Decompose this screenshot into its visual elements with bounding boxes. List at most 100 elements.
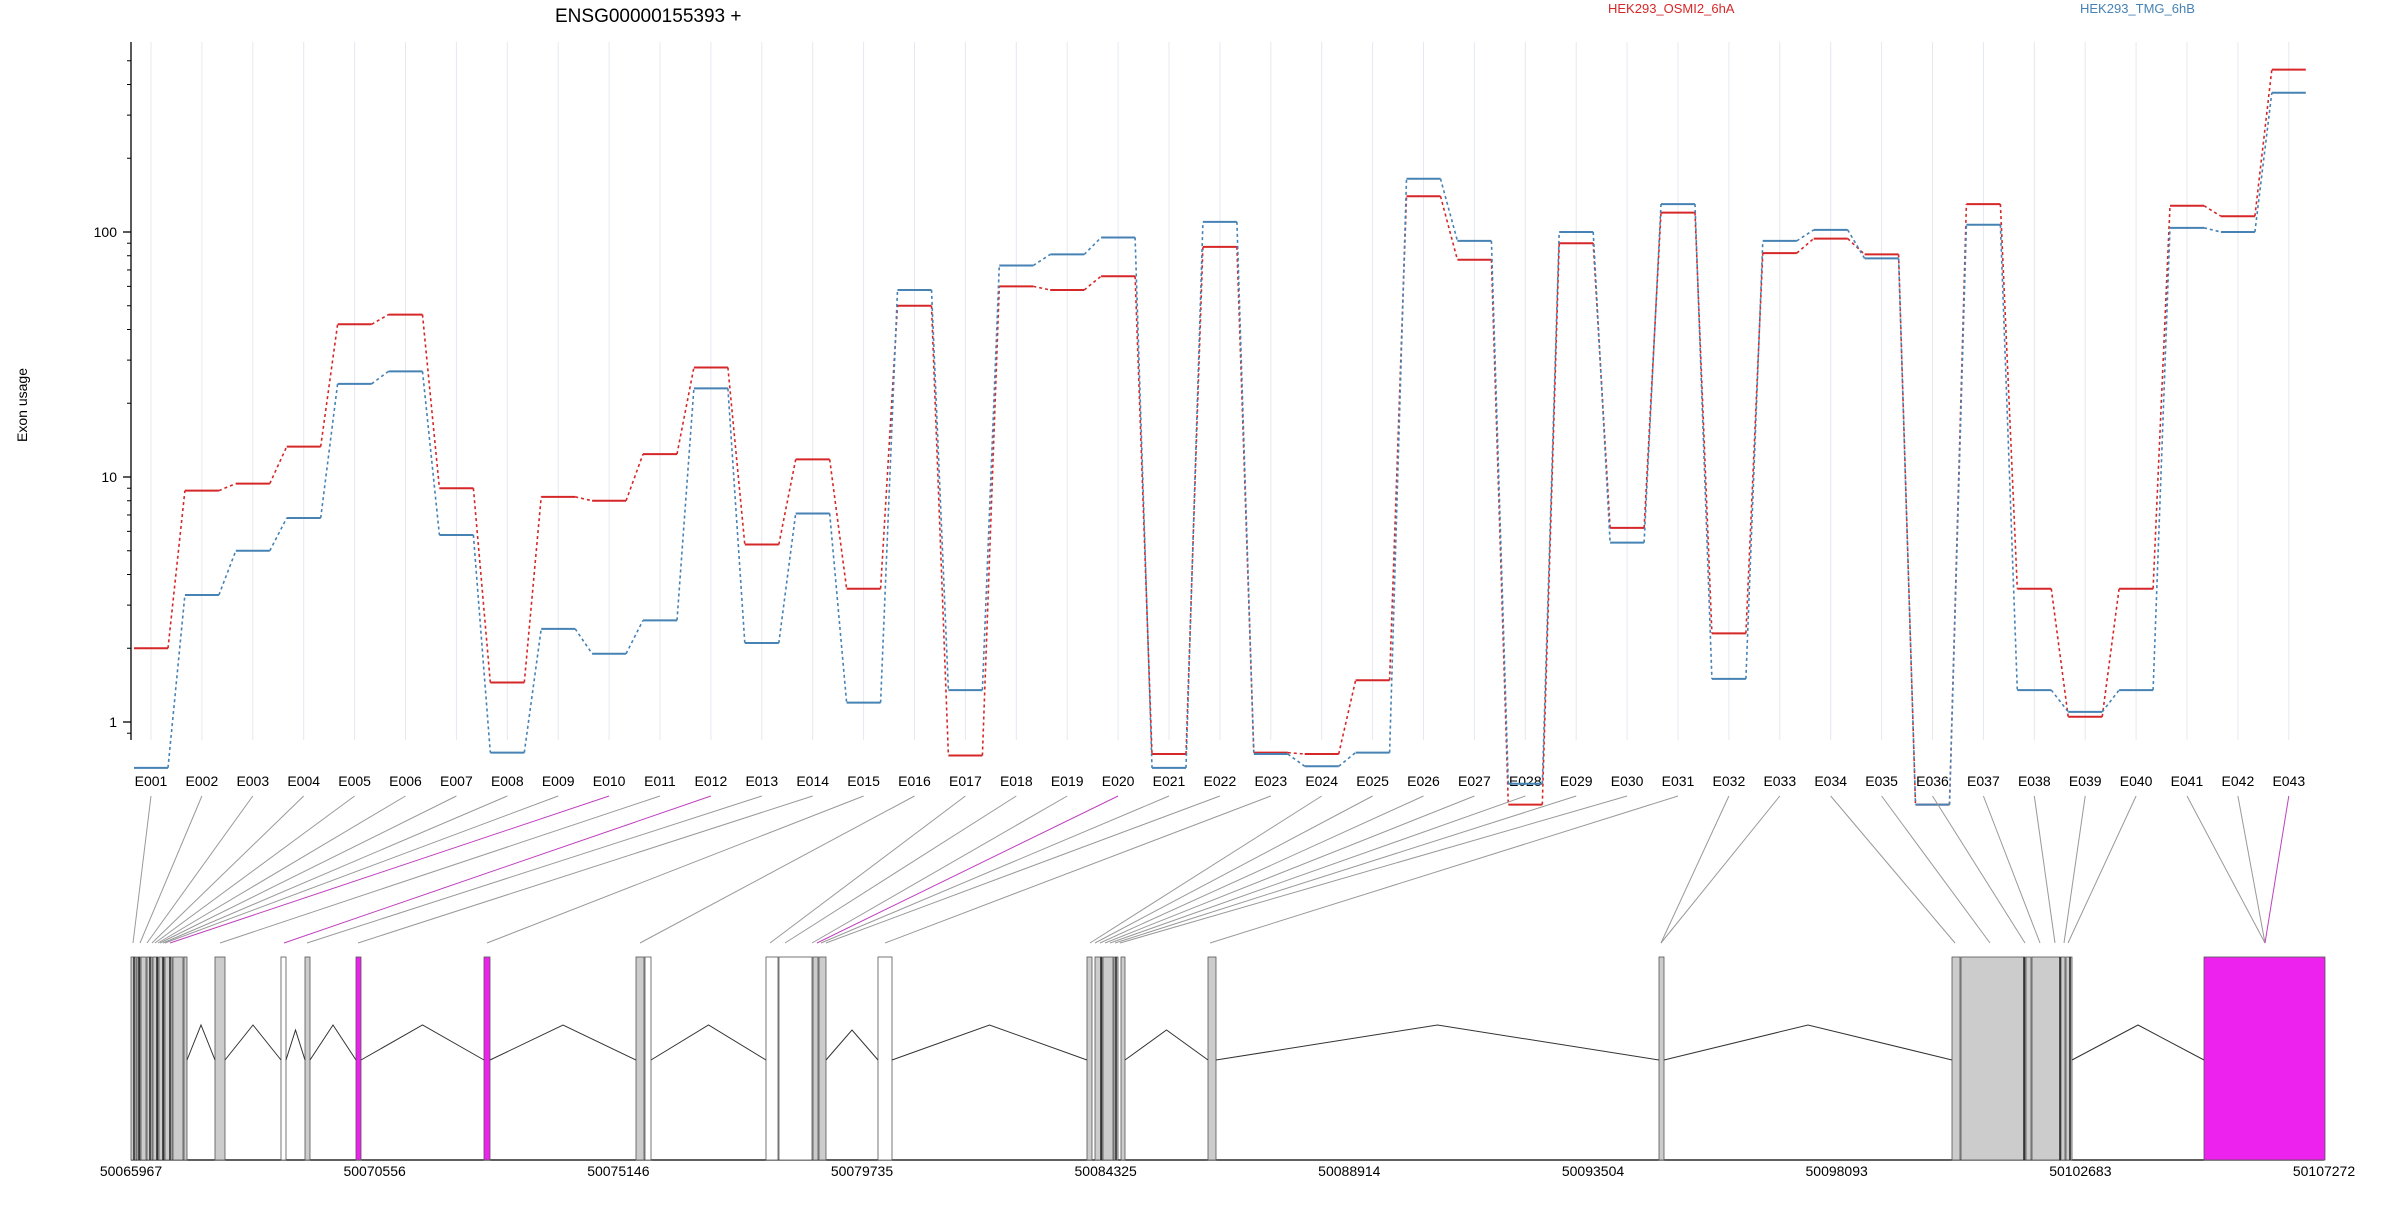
exon-block — [140, 956, 147, 1161]
x-tick-label: E015 — [847, 773, 880, 789]
exon-connector — [784, 795, 1017, 944]
exon-block — [1120, 956, 1126, 1161]
x-tick-label: E010 — [593, 773, 626, 789]
exon-connector — [884, 795, 1271, 944]
exon-block — [164, 956, 173, 1161]
exon-connector — [1094, 795, 1373, 944]
exon-connector — [2186, 795, 2266, 944]
series-1-connector — [1388, 196, 1408, 681]
intron-line — [224, 1024, 282, 1061]
series-2-connector — [1185, 221, 1204, 768]
exon-connector — [486, 795, 864, 944]
y-axis-label: Exon usage — [14, 368, 30, 442]
series-2-connector — [1287, 753, 1306, 767]
exon-block — [2031, 956, 2061, 1161]
series-1-connector — [2254, 69, 2273, 217]
series-1-connector — [1287, 751, 1305, 755]
exon-connector — [1109, 795, 1526, 944]
series-1-connector — [1796, 237, 1815, 254]
series-2-connector — [2152, 227, 2171, 691]
series-1-connector — [727, 367, 746, 545]
intron-line — [1124, 1029, 1209, 1061]
exon-block — [158, 956, 165, 1161]
x-tick-label: E039 — [2069, 773, 2102, 789]
series-2-connector — [727, 388, 746, 644]
series-1-connector — [167, 490, 186, 649]
series-1-connector — [930, 305, 950, 756]
x-tick-label: E003 — [236, 773, 269, 789]
series-2-connector — [1541, 231, 1560, 784]
exon-connector — [1660, 795, 1730, 944]
x-tick-label: E042 — [2222, 773, 2255, 789]
intron-line — [1663, 1024, 1953, 1061]
x-tick-label: E027 — [1458, 773, 1491, 789]
exon-connector — [357, 795, 813, 944]
series-1-connector — [2101, 588, 2120, 717]
series-2-connector — [1236, 221, 1255, 755]
exon-block — [304, 956, 311, 1161]
genomic-tick-label: 50079735 — [831, 1163, 894, 1179]
x-tick-label: E028 — [1509, 773, 1542, 789]
series-1-connector — [981, 286, 1001, 756]
exon-block — [1951, 956, 1961, 1161]
series-2-connector — [1592, 231, 1611, 543]
x-tick-label: E012 — [695, 773, 728, 789]
series-1-connector — [1897, 254, 1917, 805]
series-2-connector — [1847, 229, 1866, 259]
genomic-tick-label: 50102683 — [2049, 1163, 2112, 1179]
series-1-connector — [1337, 680, 1357, 755]
series-1-connector — [676, 367, 695, 455]
series-1-connector — [2050, 588, 2069, 717]
series-2-connector — [1948, 224, 1968, 805]
exon-connector — [164, 795, 559, 944]
exon-block — [1658, 956, 1665, 1161]
series-2-connector — [1083, 236, 1102, 255]
intron-line — [891, 1024, 1088, 1061]
exon-connector — [219, 795, 661, 944]
exon-block — [280, 956, 287, 1161]
exon-connector — [151, 795, 305, 944]
series-1-connector — [319, 324, 339, 447]
series-1-connector — [472, 488, 492, 683]
exon-connector — [1830, 795, 1956, 944]
genomic-tick-label: 50093504 — [1562, 1163, 1625, 1179]
series-2-connector — [981, 265, 1001, 691]
series-2-connector — [1338, 751, 1357, 767]
legend-series-1: HEK293_OSMI2_6hA — [1608, 1, 1735, 16]
exon-block — [2203, 956, 2326, 1161]
x-tick-label: E019 — [1051, 773, 1084, 789]
x-tick-label: E009 — [542, 773, 575, 789]
series-2-connector — [167, 594, 186, 768]
x-tick-label: E021 — [1153, 773, 1186, 789]
exon-block — [877, 956, 893, 1161]
x-tick-label: E014 — [796, 773, 829, 789]
series-1-connector — [1694, 212, 1713, 634]
x-tick-label: E001 — [135, 773, 168, 789]
series-2-connector — [778, 513, 797, 644]
x-tick-label: E040 — [2120, 773, 2153, 789]
x-tick-label: E030 — [1611, 773, 1644, 789]
series-1-connector — [625, 453, 644, 502]
x-tick-label: E022 — [1204, 773, 1237, 789]
series-1-connector — [1134, 276, 1153, 755]
x-tick-label: E005 — [338, 773, 371, 789]
y-tick-label: 100 — [94, 224, 118, 240]
exon-connector — [2063, 795, 2086, 944]
series-2-connector — [2101, 689, 2120, 713]
exon-connector — [139, 795, 203, 944]
series-1-connector — [218, 482, 237, 492]
genomic-tick-label: 50107272 — [2293, 1163, 2356, 1179]
exon-connector — [639, 795, 915, 944]
series-2-connector — [930, 289, 950, 691]
intron-line — [650, 1024, 767, 1061]
series-2-connector — [2203, 227, 2222, 233]
x-tick-label: E038 — [2018, 773, 2051, 789]
exon-block — [635, 956, 645, 1161]
exon-block — [1960, 956, 2026, 1161]
legend-series-2: HEK293_TMG_6hB — [2080, 1, 2195, 16]
series-2-connector — [1999, 224, 2019, 691]
exon-block — [818, 956, 827, 1161]
x-tick-label: E017 — [949, 773, 982, 789]
series-2-connector — [2050, 689, 2069, 713]
